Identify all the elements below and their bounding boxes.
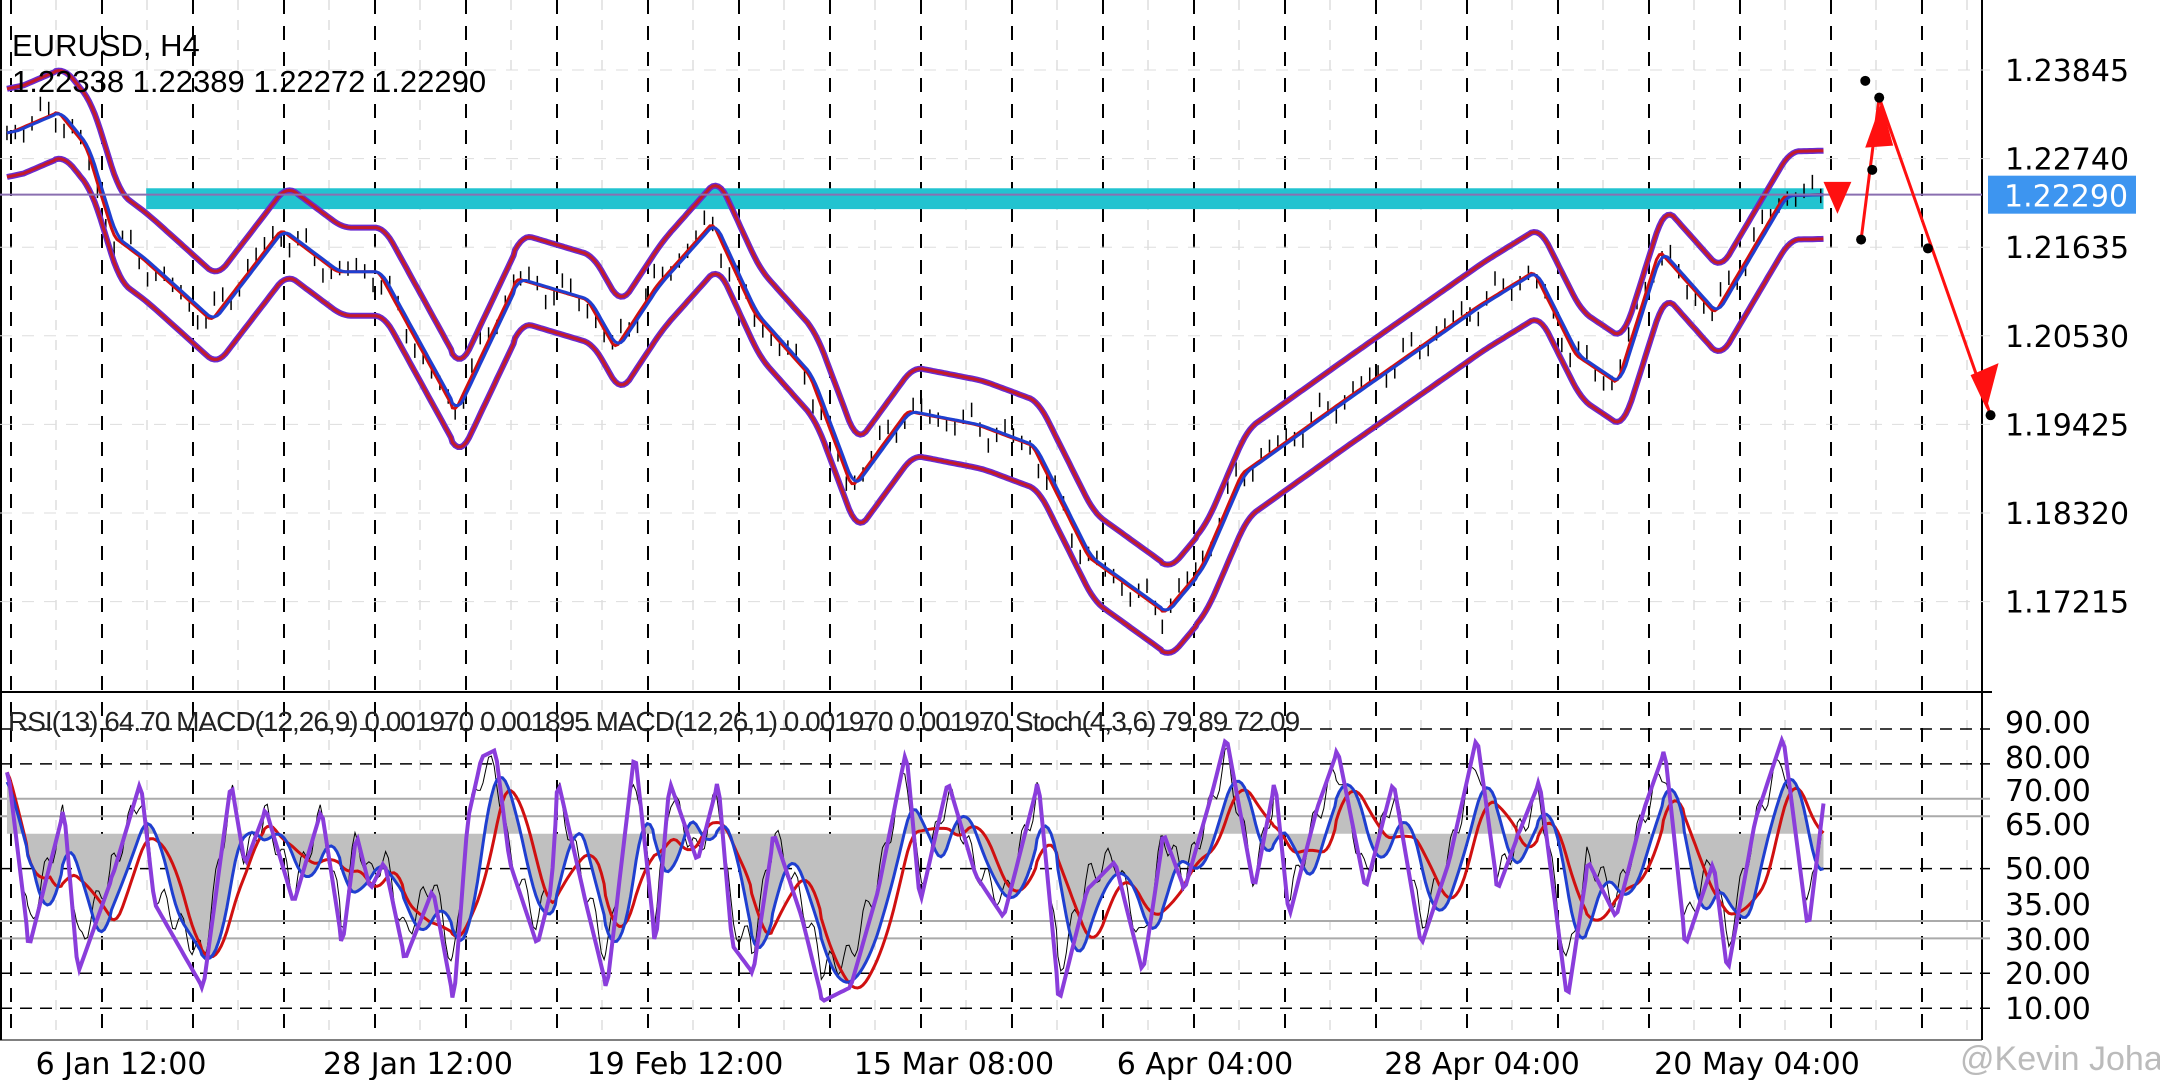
price-tick-label: 1.20530 <box>2005 320 2129 355</box>
watermark: @Kevin Johan <box>1960 1040 2160 1078</box>
oscillator-tick-label: 10.00 <box>2005 992 2091 1027</box>
envelope-outline <box>6 67 1824 568</box>
current-price-label: 1.22290 <box>2004 180 2128 215</box>
projection-down-line <box>1877 97 1992 416</box>
time-tick-label: 28 Apr 04:00 <box>1384 1047 1580 1080</box>
moving-average-slow <box>6 111 1824 613</box>
price-tick-label: 1.18320 <box>2005 497 2129 532</box>
time-tick-label: 28 Jan 12:00 <box>323 1047 513 1080</box>
projection-point <box>1922 243 1933 254</box>
time-tick-label: 6 Apr 04:00 <box>1117 1047 1294 1080</box>
current-price-badge <box>1988 175 2136 214</box>
projection-point <box>1856 234 1867 245</box>
oscillator-tick-label: 20.00 <box>2005 957 2091 992</box>
arrow-down-icon <box>1970 363 1999 410</box>
envelope-lower <box>6 157 1824 655</box>
oscillator-tick-label: 65.00 <box>2005 808 2091 843</box>
price-tick-label: 1.17215 <box>2005 586 2129 621</box>
oscillator-tick-label: 70.00 <box>2005 774 2091 809</box>
stochastic-line <box>5 734 1826 1003</box>
price-tick-label: 1.21635 <box>2005 231 2129 266</box>
oscillator-tick-label: 30.00 <box>2005 923 2091 958</box>
symbol-timeframe: EURUSD, H4 <box>12 28 200 63</box>
time-tick-label: 6 Jan 12:00 <box>36 1047 207 1080</box>
envelope-upper <box>6 69 1824 567</box>
oscillator-tick-label: 35.00 <box>2005 888 2091 923</box>
price-tick-label: 1.19425 <box>2005 408 2129 443</box>
arrow-up-icon <box>1865 102 1894 148</box>
time-tick-label: 20 May 04:00 <box>1654 1047 1860 1080</box>
moving-average-fast <box>6 112 1824 612</box>
indicator-header: RSI(13) 64.70 MACD(12,26,9) 0.001970 0.0… <box>8 706 1300 737</box>
time-tick-label: 19 Feb 12:00 <box>587 1047 784 1080</box>
price-tick-label: 1.23845 <box>2005 54 2129 89</box>
time-tick-label: 15 Mar 08:00 <box>854 1047 1054 1080</box>
projection-point <box>1985 410 1996 421</box>
projection-point <box>1860 75 1871 86</box>
oscillator-tick-label: 90.00 <box>2005 706 2091 741</box>
price-tick-label: 1.22740 <box>2005 143 2129 178</box>
resistance-band <box>146 188 1824 210</box>
projection-point <box>1874 92 1885 103</box>
ohlc-values: 1.22338 1.22389 1.22272 1.22290 <box>12 64 487 99</box>
projection-point <box>1867 164 1878 175</box>
sell-triangle-icon <box>1823 181 1852 214</box>
oscillator-tick-label: 80.00 <box>2005 741 2091 776</box>
oscillator-tick-label: 50.00 <box>2005 852 2091 887</box>
